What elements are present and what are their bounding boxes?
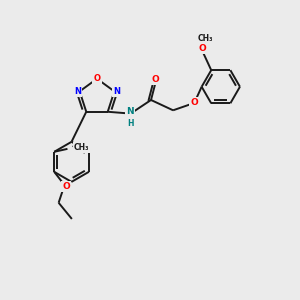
Text: O: O	[190, 98, 198, 107]
Text: H: H	[127, 118, 134, 127]
Text: N: N	[113, 87, 120, 96]
Text: O: O	[152, 75, 159, 84]
Text: N: N	[126, 107, 134, 116]
Text: CH₃: CH₃	[198, 34, 213, 43]
Text: O: O	[62, 182, 70, 191]
Text: N: N	[74, 87, 81, 96]
Text: O: O	[199, 44, 206, 52]
Text: O: O	[94, 74, 100, 83]
Text: CH₃: CH₃	[73, 143, 89, 152]
